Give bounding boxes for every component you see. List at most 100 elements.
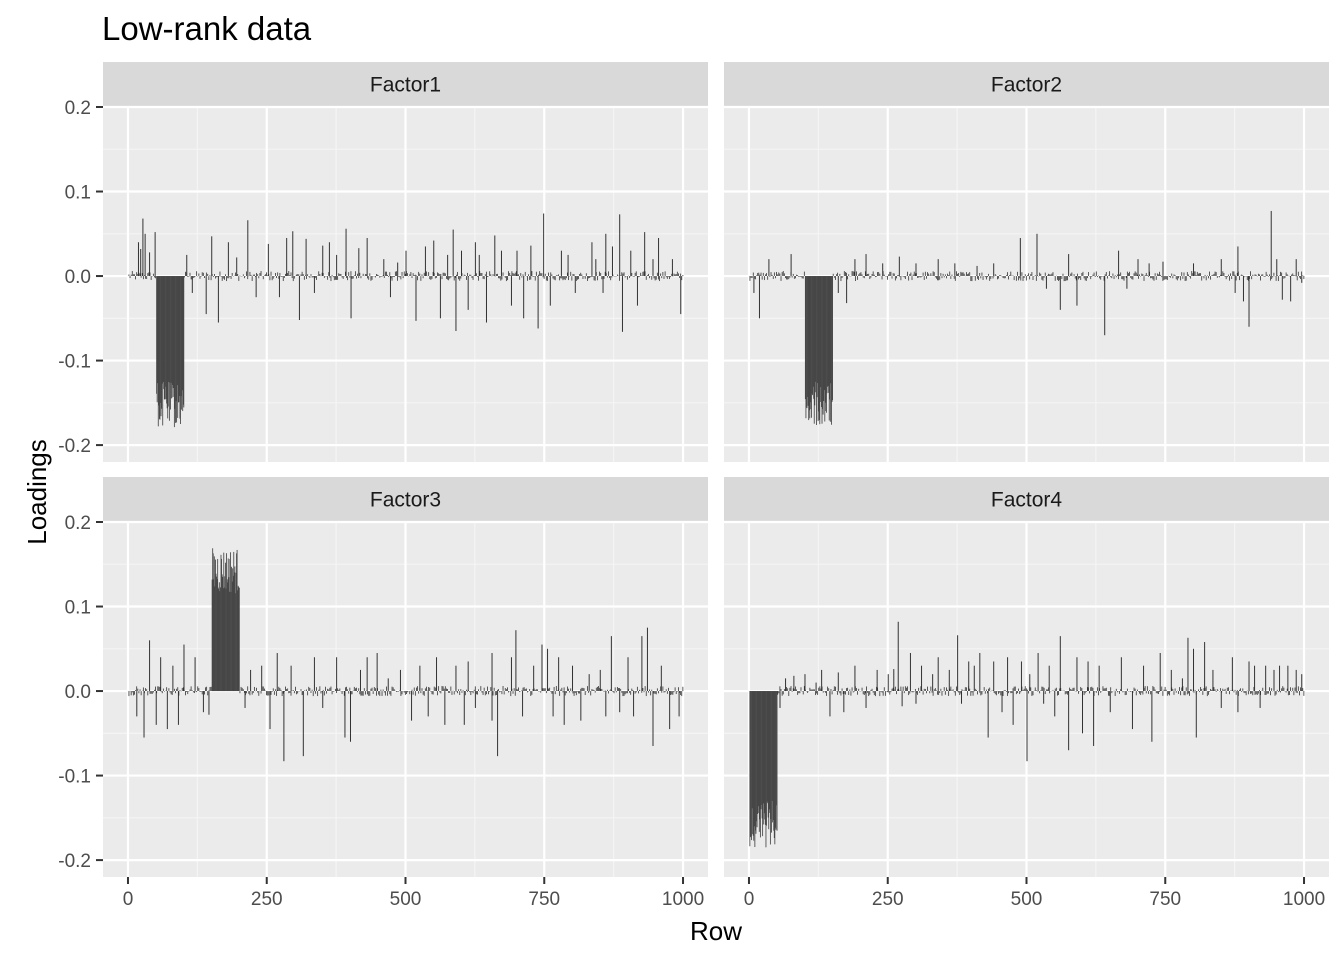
- bar: [1048, 273, 1049, 277]
- bar: [422, 691, 424, 695]
- bar: [160, 276, 162, 417]
- bar: [807, 276, 809, 397]
- bar: [491, 691, 493, 721]
- bar: [482, 276, 484, 279]
- bar: [360, 691, 362, 696]
- bar: [1296, 691, 1298, 693]
- bar: [848, 274, 850, 277]
- bar: [467, 272, 468, 277]
- bar: [490, 687, 492, 692]
- bar: [128, 691, 130, 697]
- bar: [635, 691, 637, 693]
- bar: [678, 687, 679, 692]
- bar: [1008, 276, 1009, 280]
- bar: [898, 274, 900, 277]
- bar: [182, 687, 184, 692]
- bar: [578, 276, 579, 280]
- bar: [892, 273, 894, 277]
- bar: [1099, 276, 1101, 279]
- bar: [256, 272, 257, 277]
- bar: [1270, 691, 1271, 696]
- bar: [641, 275, 643, 277]
- bar: [1061, 276, 1063, 279]
- x-tick-label: 1000: [662, 889, 704, 910]
- x-tick-label: 0: [123, 889, 134, 910]
- bar: [510, 276, 512, 306]
- bar: [498, 689, 499, 692]
- bar: [1176, 276, 1178, 281]
- bar: [1270, 276, 1271, 281]
- bar: [541, 273, 543, 277]
- bar: [776, 271, 777, 277]
- bar: [1162, 276, 1164, 281]
- bar: [1148, 691, 1149, 694]
- bar: [675, 691, 677, 695]
- bar: [173, 276, 175, 428]
- bar: [1256, 691, 1258, 695]
- bar: [140, 276, 142, 278]
- bar: [933, 689, 935, 692]
- bar: [1276, 259, 1278, 277]
- bar: [477, 276, 478, 277]
- bar: [1022, 276, 1024, 281]
- bar: [1002, 276, 1004, 278]
- bar: [247, 276, 249, 280]
- bar: [1189, 691, 1190, 696]
- bar: [626, 691, 628, 694]
- bar: [948, 669, 950, 692]
- bar: [760, 691, 762, 810]
- bar: [156, 276, 158, 394]
- bar: [470, 274, 472, 277]
- bar: [1094, 276, 1096, 278]
- bar: [806, 276, 808, 409]
- bar: [604, 690, 606, 692]
- bar: [563, 276, 565, 280]
- bar: [420, 691, 422, 694]
- bar: [389, 272, 391, 277]
- bar: [1184, 276, 1186, 281]
- bar: [1076, 276, 1078, 306]
- bar: [863, 691, 865, 696]
- bar: [307, 691, 309, 696]
- bar: [358, 248, 360, 277]
- bar: [369, 691, 371, 696]
- bar: [222, 276, 224, 279]
- bar: [1049, 274, 1051, 277]
- bar: [1027, 689, 1028, 692]
- bar: [1136, 274, 1138, 277]
- bar: [630, 691, 632, 695]
- bar: [939, 691, 941, 693]
- bar: [611, 276, 613, 278]
- bar: [981, 691, 983, 695]
- bar: [1206, 691, 1208, 697]
- bar: [644, 686, 646, 692]
- bar: [428, 272, 430, 277]
- bar: [816, 691, 817, 694]
- bar: [760, 272, 762, 277]
- bar: [854, 259, 856, 277]
- bar: [379, 691, 381, 696]
- bar: [450, 686, 452, 692]
- bar: [835, 686, 836, 692]
- bar: [181, 276, 183, 410]
- bar: [387, 678, 389, 692]
- bar: [1101, 276, 1103, 277]
- bar: [1128, 273, 1129, 277]
- bar: [594, 691, 596, 693]
- bar: [788, 276, 790, 280]
- bar: [253, 274, 255, 277]
- bar: [917, 691, 918, 695]
- bar: [610, 689, 612, 692]
- bar: [783, 273, 785, 277]
- bar: [940, 273, 942, 277]
- bar: [1291, 691, 1293, 692]
- bar: [577, 276, 578, 280]
- bar: [1041, 686, 1043, 692]
- bar: [803, 271, 805, 277]
- bar: [448, 691, 450, 693]
- bar: [843, 691, 845, 713]
- bar: [1292, 687, 1294, 692]
- bar: [488, 691, 490, 695]
- bar: [1247, 691, 1249, 695]
- bar: [1153, 687, 1155, 692]
